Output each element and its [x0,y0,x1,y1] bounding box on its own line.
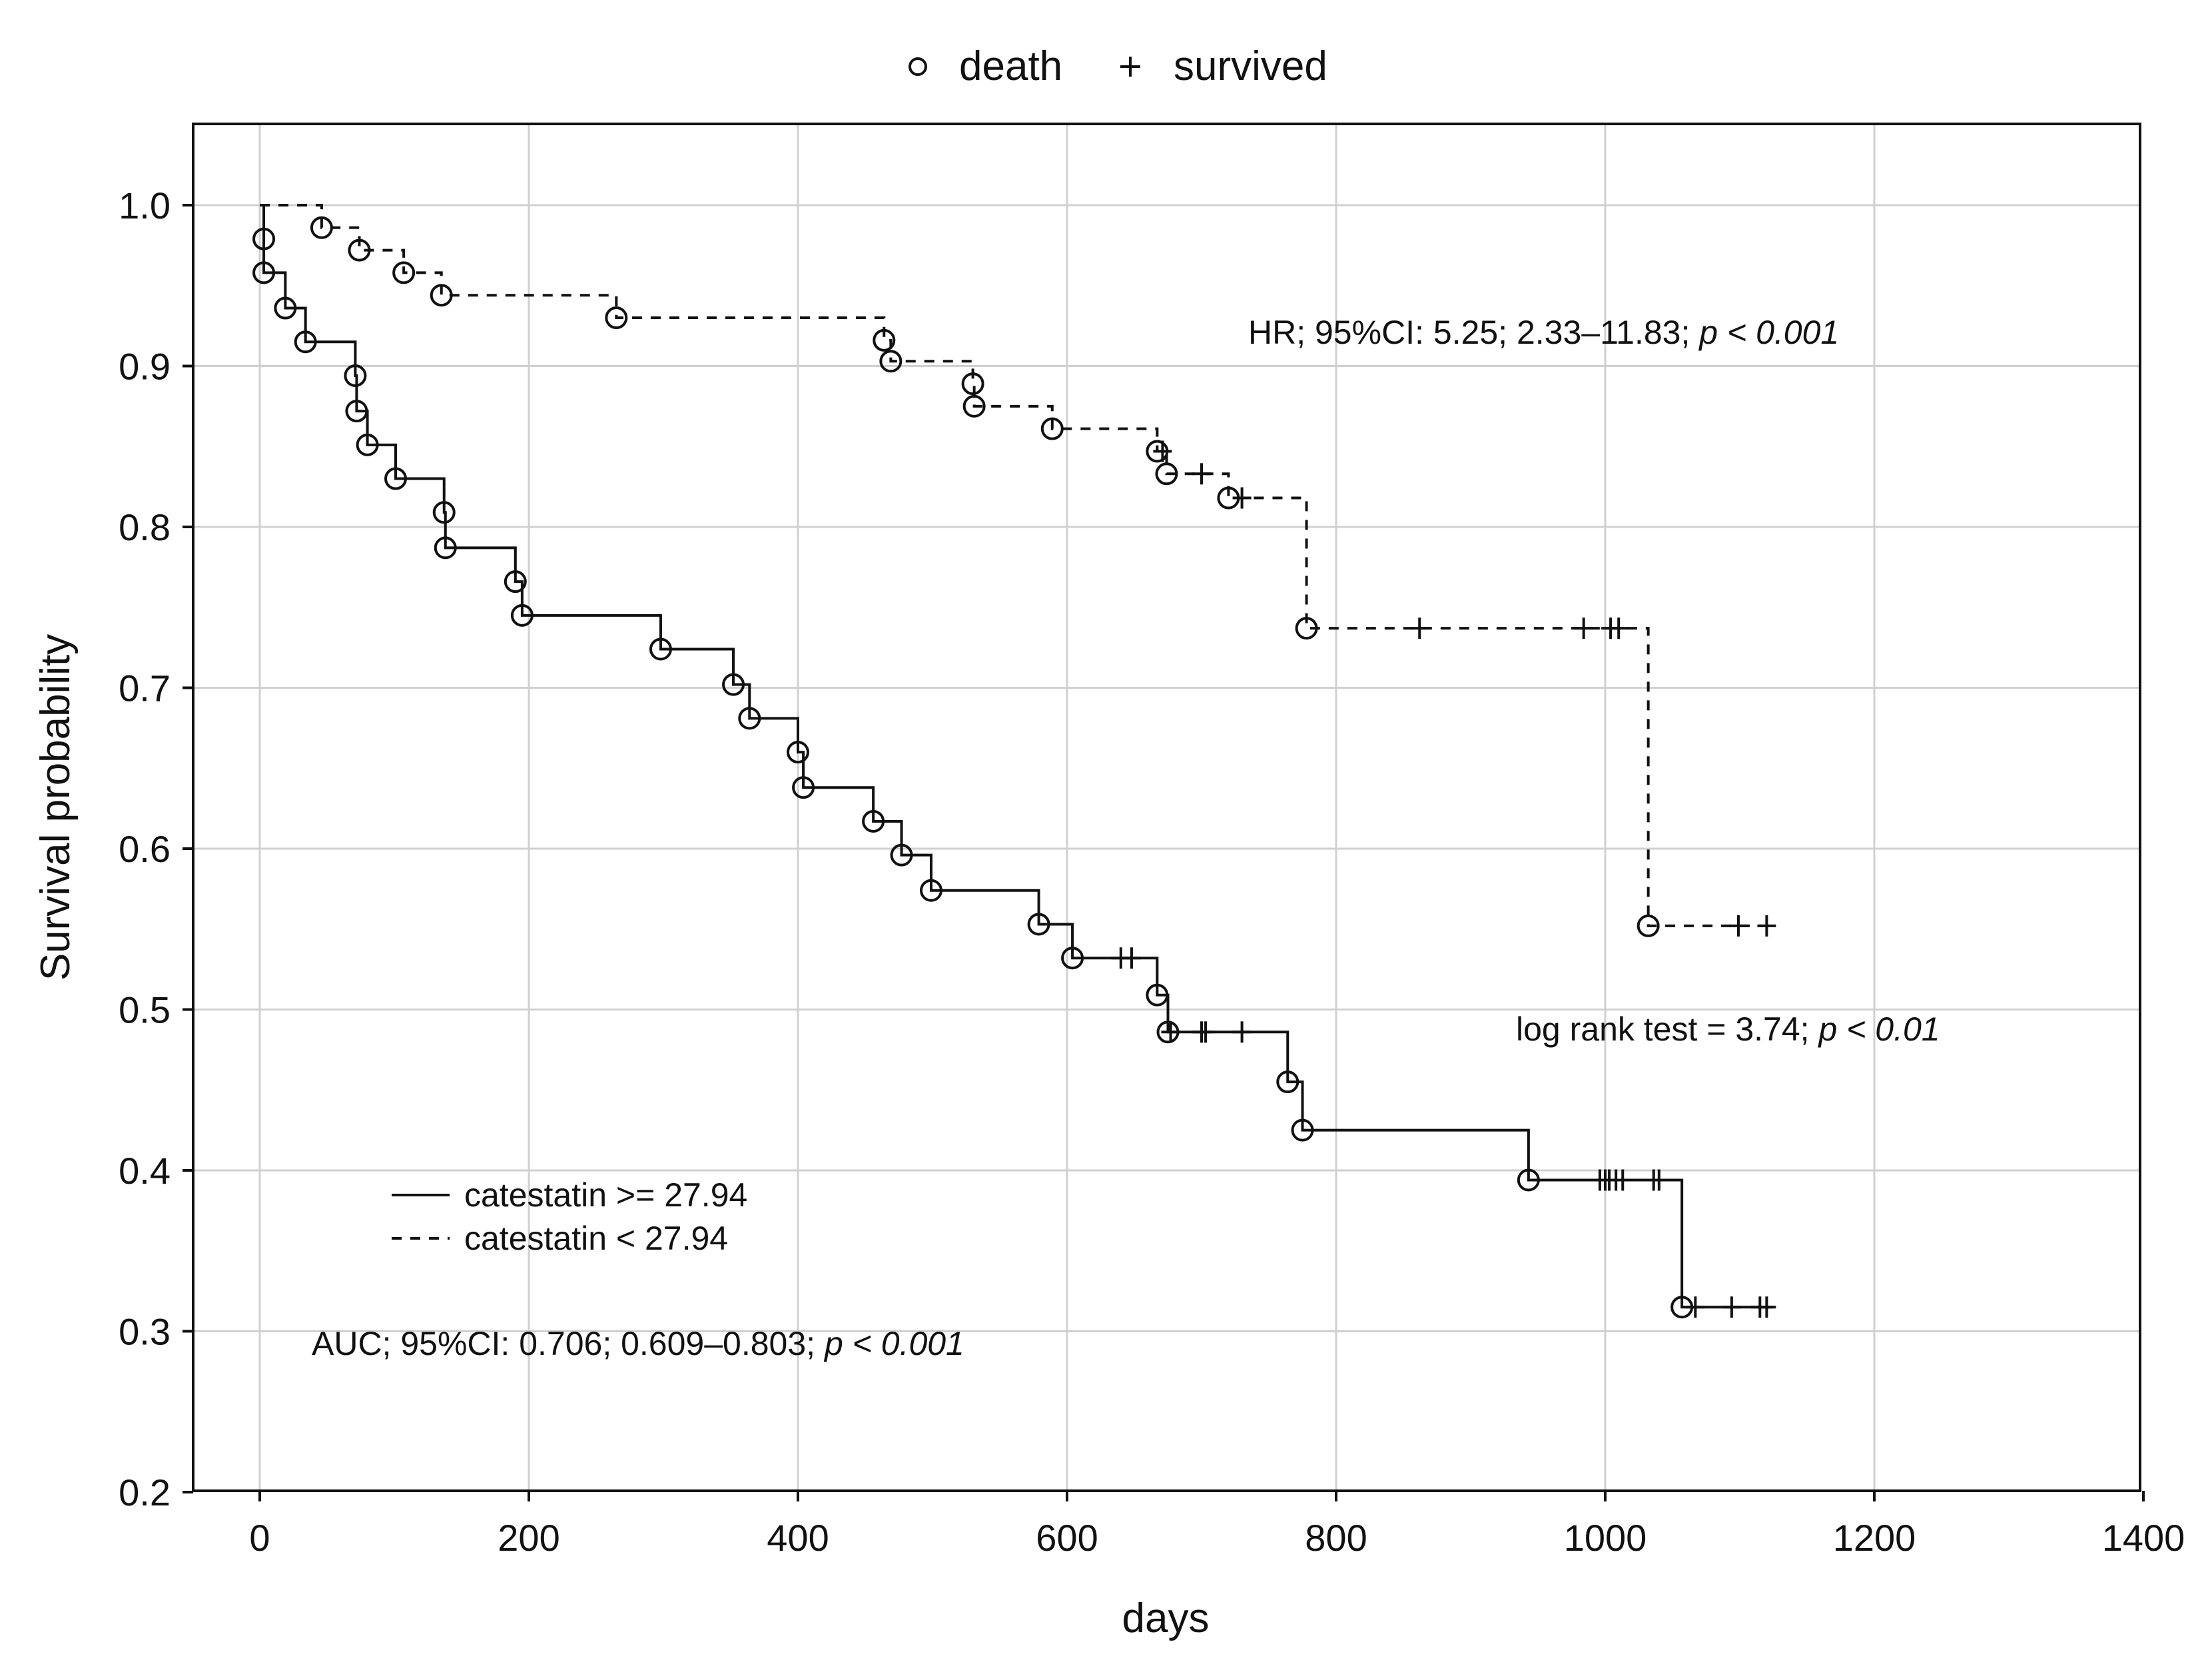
censored-marker [1728,915,1748,937]
death-marker [792,776,815,799]
x-tick-label: 600 [1036,1517,1098,1559]
y-tick-label: 1.0 [119,185,171,226]
hr-annotation-text: HR; 95%CI: 5.25; 2.33–11.83; [1248,314,1699,351]
death-marker [504,570,527,594]
death-legend-marker [909,57,927,76]
censored-marker [1609,618,1629,639]
hr-annotation-p: p < 0.001 [1698,314,1839,351]
auc-annotation-p: p < 0.001 [823,1325,964,1362]
death-marker [348,238,371,262]
censored-marker [1649,1169,1668,1191]
censored-marker [1232,1021,1252,1043]
y-tick-label: 0.2 [119,1471,171,1513]
death-marker [1295,617,1318,640]
death-marker [962,394,986,418]
death-marker [310,216,333,239]
death-marker [919,879,942,902]
censored-marker [1686,1296,1705,1318]
death-legend-label: death [959,43,1062,89]
death-marker [873,328,896,352]
censored-marker [1122,947,1141,969]
censored-marker [1757,915,1776,937]
death-marker [252,261,276,284]
censored-marker [1757,1296,1776,1318]
y-tick-label: 0.9 [119,346,171,388]
death-marker [1291,1118,1314,1142]
censored-marker [1161,1021,1180,1043]
logrank-annotation-text: log rank test = 3.74; [1516,1011,1818,1048]
y-tick-label: 0.3 [119,1311,171,1353]
death-marker [738,707,761,730]
death-marker [345,400,368,423]
death-marker [961,372,984,396]
survived-legend-label: survived [1174,43,1327,89]
death-marker [1061,947,1084,970]
death-marker [879,350,903,373]
logrank-annotation-p: p < 0.01 [1817,1011,1940,1048]
x-tick-label: 800 [1305,1517,1367,1559]
hr-annotation: HR; 95%CI: 5.25; 2.33–11.83; p < 0.001 [1248,314,1839,351]
censored-marker [1192,463,1211,485]
survived-legend-marker [1120,57,1140,77]
death-marker [432,501,456,524]
plot-frame [192,123,2141,1492]
death-marker [649,637,672,661]
death-marker [890,843,913,867]
censored-marker [1153,440,1172,462]
death-marker [356,433,379,456]
y-tick-label: 0.6 [119,828,171,870]
y-axis-title: Survival probability [33,634,79,981]
death-marker [862,809,885,833]
logrank-annotation: log rank test = 3.74; p < 0.01 [1516,1011,1940,1048]
y-tick-label: 0.5 [119,989,171,1031]
death-marker [344,364,367,387]
death-marker [252,227,276,250]
x-tick-label: 1200 [1833,1517,1916,1559]
auc-annotation: AUC; 95%CI: 0.706; 0.609–0.803; p < 0.00… [312,1325,964,1362]
death-marker [1637,914,1660,937]
death-marker [1276,1070,1299,1094]
death-marker [1027,913,1050,936]
death-marker [430,284,453,307]
death-marker [605,306,628,330]
km-curve-high [260,204,1774,1309]
death-marker [384,467,408,490]
y-tick-label: 0.4 [119,1150,171,1192]
y-tick-label: 0.8 [119,506,171,548]
marker-legend: death survived [909,43,1327,89]
censored-marker [1196,1021,1216,1043]
line-legend: catestatin >= 27.94 catestatin < 27.94 [392,1176,747,1257]
x-tick-label: 1400 [2102,1517,2185,1559]
death-marker [787,741,809,764]
x-tick-label: 200 [498,1517,559,1559]
death-marker [294,330,317,354]
death-marker [1040,417,1064,440]
censored-marker [1574,618,1593,639]
auc-annotation-text: AUC; 95%CI: 0.706; 0.609–0.803; [312,1325,825,1362]
death-marker [1146,983,1169,1007]
death-marker [510,604,534,627]
censored-marker [1232,487,1252,509]
death-marker [1517,1168,1540,1192]
death-marker [1155,462,1178,486]
x-tick-label: 1000 [1564,1517,1647,1559]
axes: 0 200 400 600 800 1000 1200 1400 0.2 0.3 0.4 0.5 0.6… [119,185,2185,1559]
y-tick-label: 0.7 [119,667,171,709]
censored-marker [1722,1296,1741,1318]
death-marker [434,536,457,560]
marker-layer [252,216,1776,1319]
grid [193,124,2140,1491]
death-marker [274,296,297,320]
death-marker [722,673,745,696]
x-tick-label: 400 [767,1517,829,1559]
x-axis-title: days [1122,1595,1210,1641]
censored-marker [1410,618,1429,639]
solid-legend-label: catestatin >= 27.94 [464,1176,747,1214]
censored-marker [1613,1169,1633,1191]
dashed-legend-label: catestatin < 27.94 [464,1220,728,1257]
death-marker [392,261,416,284]
x-tick-label: 0 [249,1517,270,1559]
